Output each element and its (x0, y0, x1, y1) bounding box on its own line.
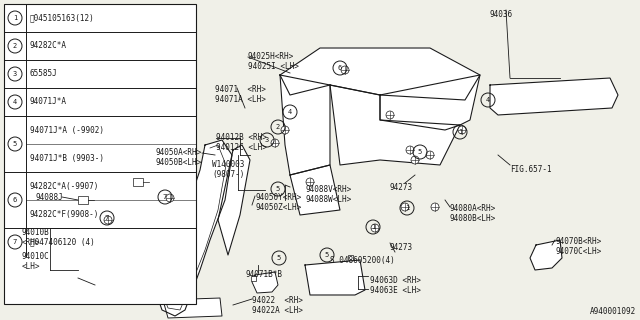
Polygon shape (155, 140, 232, 316)
Bar (250, 276, 255, 281)
Text: 2: 2 (13, 43, 17, 49)
Text: 5: 5 (276, 186, 280, 192)
Text: 5: 5 (277, 255, 281, 261)
Text: 4: 4 (13, 99, 17, 105)
Bar (4, 4, 196, 304)
Text: 3: 3 (13, 71, 17, 77)
Circle shape (166, 194, 174, 202)
Circle shape (306, 178, 314, 186)
Circle shape (426, 151, 434, 159)
Text: 3: 3 (265, 137, 269, 143)
Text: 94025H<RH>: 94025H<RH> (248, 52, 294, 61)
Polygon shape (330, 85, 460, 165)
Text: 5: 5 (325, 252, 329, 258)
Text: 65585J: 65585J (30, 69, 58, 78)
Circle shape (281, 126, 289, 134)
Polygon shape (163, 298, 222, 318)
Text: 94010C: 94010C (22, 252, 50, 261)
Polygon shape (280, 75, 330, 175)
Text: 94071A <LH>: 94071A <LH> (215, 95, 266, 104)
Bar (133, 178, 143, 186)
Text: 94273: 94273 (390, 183, 413, 192)
Text: 7: 7 (105, 215, 109, 221)
Circle shape (341, 66, 349, 74)
Text: <LH>: <LH> (22, 262, 40, 271)
Text: 94050B<LH>: 94050B<LH> (156, 158, 202, 167)
Text: 94036: 94036 (490, 10, 513, 19)
Text: 94080A<RH>: 94080A<RH> (450, 204, 496, 213)
Text: 94050A<RH>: 94050A<RH> (156, 148, 202, 157)
Circle shape (406, 146, 414, 154)
Text: 94071J*A (-9902): 94071J*A (-9902) (30, 125, 104, 134)
Circle shape (401, 203, 409, 211)
Text: 6: 6 (338, 65, 342, 71)
Polygon shape (290, 165, 340, 215)
Text: 94022A <LH>: 94022A <LH> (252, 306, 303, 315)
Text: 94050Y<RH>: 94050Y<RH> (255, 193, 301, 202)
Text: 94070C<LH>: 94070C<LH> (555, 247, 601, 256)
Circle shape (431, 203, 439, 211)
Text: 1: 1 (405, 205, 409, 211)
Circle shape (411, 156, 419, 164)
Text: 94025I <LH>: 94025I <LH> (248, 62, 299, 71)
Polygon shape (218, 145, 250, 255)
Text: 94012C <LH>: 94012C <LH> (216, 143, 267, 152)
Polygon shape (530, 240, 562, 270)
Text: 1: 1 (371, 224, 375, 230)
Bar (78, 196, 88, 204)
Circle shape (386, 111, 394, 119)
Text: 94071J*A: 94071J*A (30, 98, 67, 107)
Text: 94071  <RH>: 94071 <RH> (215, 85, 266, 94)
Polygon shape (305, 260, 365, 295)
Text: FIG.657-1: FIG.657-1 (510, 165, 552, 174)
Text: 94022  <RH>: 94022 <RH> (252, 296, 303, 305)
Text: 2: 2 (276, 124, 280, 130)
Text: Ⓢ045105163(12): Ⓢ045105163(12) (30, 13, 95, 22)
Text: 94080B<LH>: 94080B<LH> (450, 214, 496, 223)
Text: 1: 1 (458, 129, 462, 135)
Text: 94088W<LH>: 94088W<LH> (305, 195, 351, 204)
Text: 94050Z<LH>: 94050Z<LH> (255, 203, 301, 212)
Text: 94063E <LH>: 94063E <LH> (370, 286, 421, 295)
Text: 4: 4 (486, 97, 490, 103)
Circle shape (371, 224, 379, 232)
Text: 94063D <RH>: 94063D <RH> (370, 276, 421, 285)
Text: 6: 6 (13, 197, 17, 203)
Text: Ⓢ047406120 (4): Ⓢ047406120 (4) (30, 237, 95, 246)
Text: 94273: 94273 (390, 243, 413, 252)
Text: 4: 4 (288, 109, 292, 115)
Text: 5: 5 (13, 141, 17, 147)
Text: 94071B*B: 94071B*B (246, 270, 283, 279)
Circle shape (104, 216, 112, 224)
Polygon shape (380, 75, 480, 130)
Text: 7: 7 (13, 239, 17, 245)
Text: S 048605200(4): S 048605200(4) (330, 256, 395, 265)
Text: (9807-): (9807-) (212, 170, 244, 179)
Text: 94282C*F(9908-): 94282C*F(9908-) (30, 210, 99, 219)
Text: 94070B<RH>: 94070B<RH> (555, 237, 601, 246)
Bar (348, 254, 353, 260)
Text: 94071J*B (9903-): 94071J*B (9903-) (30, 154, 104, 163)
Circle shape (458, 126, 466, 134)
Polygon shape (280, 48, 480, 100)
Circle shape (271, 139, 279, 147)
Text: 5: 5 (418, 149, 422, 155)
Text: 1: 1 (13, 15, 17, 21)
Polygon shape (252, 272, 278, 293)
Text: 94282C*A: 94282C*A (30, 42, 67, 51)
Text: 94010B: 94010B (22, 228, 50, 237)
Text: 94088V<RH>: 94088V<RH> (305, 185, 351, 194)
Text: 94282C*A(-9907): 94282C*A(-9907) (30, 181, 99, 190)
Text: <RH>: <RH> (22, 238, 40, 247)
Text: 7: 7 (163, 194, 167, 200)
Text: A940001092: A940001092 (589, 307, 636, 316)
Polygon shape (490, 78, 618, 115)
Text: W140003: W140003 (212, 160, 244, 169)
Text: 94088J: 94088J (35, 193, 63, 202)
Text: 94012B <RH>: 94012B <RH> (216, 133, 267, 142)
